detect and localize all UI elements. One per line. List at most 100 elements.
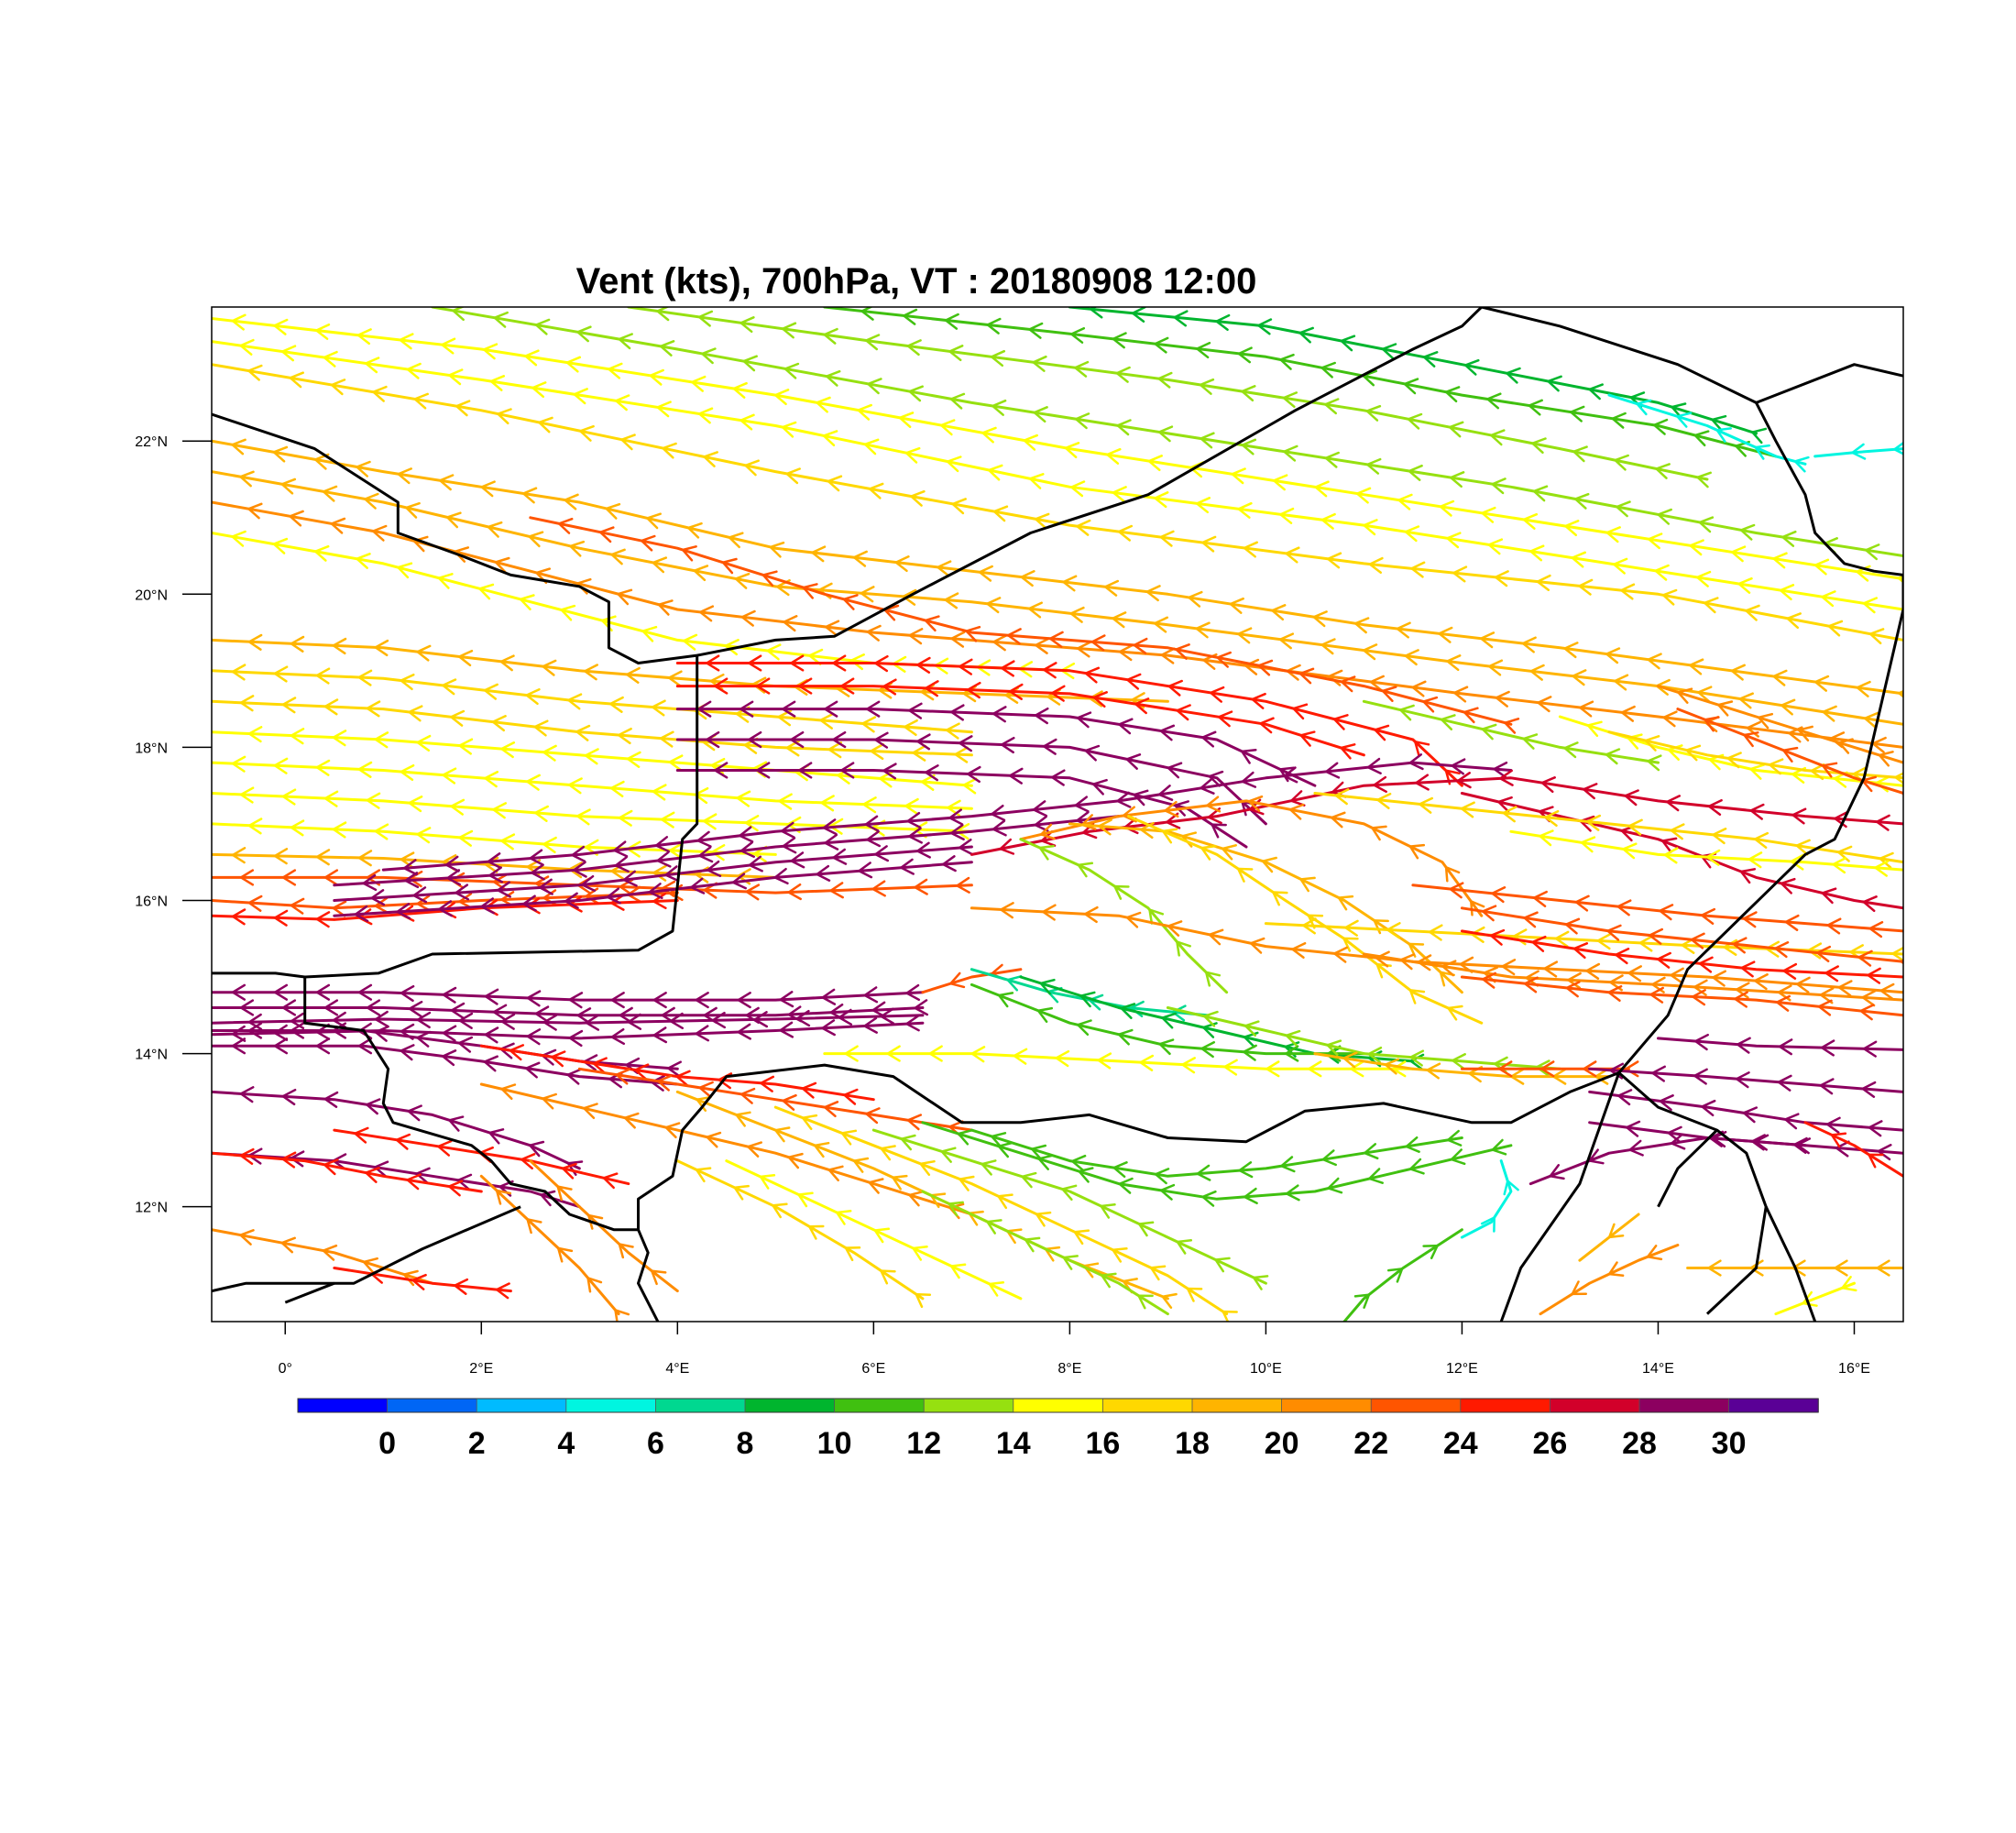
- wind-arrow-chevron: [1437, 626, 1453, 643]
- wind-arrow-chevron: [1488, 429, 1506, 446]
- wind-arrow-chevron: [272, 757, 289, 774]
- wind-arrow-chevron: [955, 876, 970, 894]
- wind-arrow-chevron: [1794, 976, 1811, 993]
- wind-arrow-chevron: [1791, 807, 1807, 825]
- wind-arrow-chevron: [1019, 570, 1035, 587]
- wind-arrow-chevron: [665, 1060, 682, 1078]
- wind-arrow-chevron: [568, 540, 586, 557]
- wind-arrow-chevron: [1116, 524, 1134, 542]
- wind-arrow-chevron: [1256, 318, 1273, 335]
- wind-arrow-chevron: [1831, 857, 1847, 874]
- wind-arrow-chevron: [1821, 705, 1837, 722]
- wind-arrow-chevron: [843, 1246, 861, 1262]
- streamline: [212, 983, 925, 1009]
- wind-arrow-chevron: [899, 858, 915, 875]
- wind-arrow-chevron: [519, 1153, 536, 1170]
- wind-arrow-chevron: [1726, 752, 1742, 769]
- wind-arrow-chevron: [902, 719, 918, 737]
- wind-arrow-chevron: [1696, 686, 1713, 703]
- wind-arrow-chevron: [533, 1005, 550, 1023]
- wind-arrow-chevron: [1752, 831, 1769, 849]
- wind-arrow-chevron: [289, 1150, 305, 1168]
- wind-arrow-chevron: [1270, 604, 1287, 621]
- wind-arrow-chevron: [272, 665, 289, 683]
- wind-arrow-chevron: [680, 545, 697, 562]
- wind-arrow-chevron: [1370, 825, 1387, 841]
- wind-arrow-chevron: [373, 731, 389, 749]
- wind-arrow-chevron: [861, 796, 877, 814]
- wind-arrow-chevron: [865, 624, 882, 642]
- wind-arrow-chevron: [1049, 685, 1066, 702]
- wind-arrow-chevron: [1068, 326, 1086, 344]
- wind-arrow-chevron: [1522, 976, 1539, 993]
- wind-arrow-chevron: [1380, 343, 1397, 360]
- wind-arrow-chevron: [1581, 783, 1598, 800]
- wind-arrow-chevron: [1413, 740, 1430, 757]
- wind-arrow-chevron: [1773, 941, 1790, 959]
- wind-arrow-chevron: [1077, 1167, 1094, 1183]
- lon-tick-label: 4°E: [665, 1361, 689, 1377]
- wind-arrow-chevron: [746, 730, 762, 749]
- wind-arrow-chevron: [786, 883, 802, 901]
- wind-arrow-chevron: [999, 736, 1015, 754]
- wind-arrow-chevron: [1748, 803, 1765, 820]
- wind-arrow-chevron: [1695, 471, 1712, 488]
- wind-arrow-chevron: [1327, 669, 1343, 686]
- wind-arrow-chevron: [314, 667, 331, 685]
- wind-arrow-chevron: [1445, 654, 1462, 672]
- wind-arrow-chevron: [570, 845, 586, 863]
- wind-arrow-chevron: [1136, 1294, 1154, 1310]
- wind-arrow-chevron: [323, 999, 339, 1016]
- wind-arrow-chevron: [1669, 823, 1685, 840]
- wind-speed-colorbar: 0 2 4 6 8 10 12 14 16 18 20 22 24 26 28 30: [297, 1398, 1819, 1461]
- wind-arrow-chevron: [353, 905, 369, 923]
- wind-arrow-chevron: [1813, 558, 1830, 576]
- wind-arrow-chevron: [1032, 406, 1048, 423]
- wind-arrow-chevron: [1619, 705, 1636, 722]
- wind-arrow-chevron: [1825, 917, 1842, 935]
- wind-arrow-chevron: [618, 1242, 634, 1259]
- streamline: [1686, 1259, 1903, 1277]
- wind-arrow-chevron: [1336, 895, 1354, 911]
- wind-arrow-chevron: [563, 493, 579, 510]
- wind-arrow-chevron: [1689, 932, 1705, 949]
- wind-arrow-chevron: [648, 368, 664, 386]
- wind-arrow-chevron: [614, 1068, 630, 1085]
- wind-arrow-chevron: [1132, 789, 1149, 807]
- wind-arrow-chevron: [1096, 818, 1112, 836]
- wind-arrow-chevron: [1164, 812, 1181, 829]
- wind-arrow-chevron: [280, 869, 297, 886]
- wind-arrow-chevron: [783, 362, 800, 379]
- wind-arrow-chevron: [696, 310, 714, 327]
- wind-arrow-chevron: [1780, 530, 1797, 547]
- wind-arrow-chevron: [697, 605, 715, 622]
- wind-arrow-chevron: [533, 318, 551, 335]
- streamline: [675, 1159, 932, 1309]
- lon-tick-label: 0°: [279, 1361, 292, 1377]
- wind-arrow-chevron: [1156, 425, 1174, 443]
- wind-arrow-chevron: [923, 615, 940, 632]
- lat-tick-label: 12°N: [135, 1201, 168, 1216]
- wind-arrow-chevron: [810, 545, 827, 563]
- wind-arrow-chevron: [314, 849, 331, 866]
- wind-arrow-chevron: [986, 464, 1003, 481]
- wind-arrow-chevron: [1152, 616, 1169, 633]
- wind-arrow-chevron: [1284, 1184, 1300, 1202]
- wind-arrow-chevron: [1579, 836, 1596, 853]
- wind-arrow-chevron: [1325, 1039, 1342, 1057]
- wind-arrow-chevron: [980, 1159, 997, 1176]
- wind-arrow-chevron: [759, 1075, 775, 1092]
- wind-arrow-chevron: [1408, 1049, 1425, 1067]
- wind-arrow-chevron: [864, 700, 881, 718]
- wind-arrow-chevron: [1653, 564, 1670, 581]
- wind-arrow-chevron: [230, 438, 247, 456]
- wind-arrow-chevron: [1737, 692, 1754, 709]
- wind-arrow-chevron: [604, 502, 621, 520]
- wind-arrow-chevron: [1488, 928, 1506, 946]
- wind-arrow-chevron: [1562, 741, 1579, 759]
- wind-arrow-chevron: [1738, 868, 1757, 884]
- wind-arrow-chevron: [323, 869, 339, 886]
- wind-arrow-chevron: [272, 909, 289, 927]
- wind-arrow-chevron: [754, 762, 771, 779]
- wind-arrow-chevron: [415, 895, 432, 912]
